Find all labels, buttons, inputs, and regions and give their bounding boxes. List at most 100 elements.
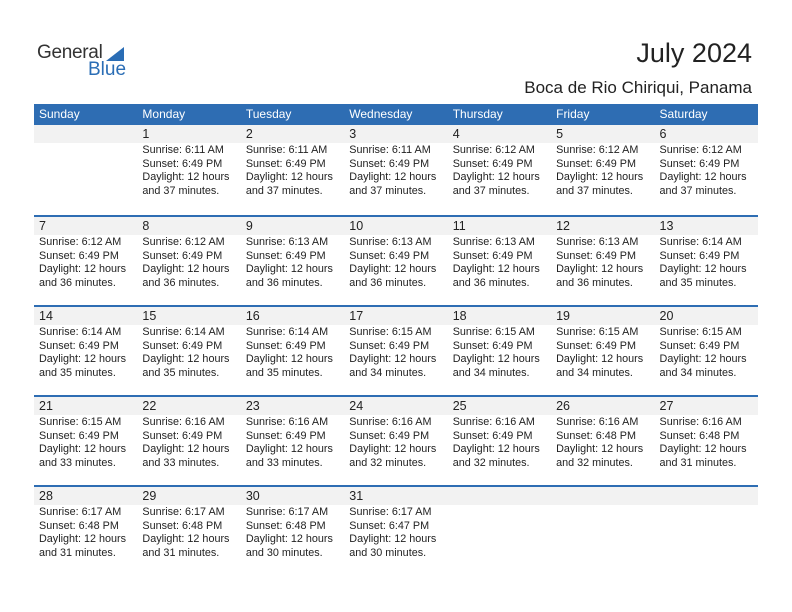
sunset-text: Sunset: 6:49 PM (142, 339, 223, 352)
day-cell: 17 Sunrise: 6:15 AM Sunset: 6:49 PM Dayligh… (344, 307, 447, 380)
sunset-text: Sunset: 6:49 PM (142, 157, 223, 170)
daylight-text: Daylight: 12 hours (556, 263, 644, 275)
daylight-text: Daylight: 12 hours (142, 263, 230, 275)
sunset-text: Sunset: 6:49 PM (556, 339, 636, 352)
logo: General Blue (37, 42, 132, 82)
sunset-text: Sunset: 6:49 PM (452, 339, 533, 352)
daylight-text: Daylight: 12 hours (39, 443, 127, 455)
sunrise-text: Sunrise: 6:12 AM (659, 144, 742, 156)
sunrise-text: Sunrise: 6:11 AM (349, 144, 431, 156)
day-number: 22 (142, 399, 157, 413)
day-number: 30 (245, 489, 260, 503)
sunset-text: Sunset: 6:49 PM (245, 249, 326, 262)
daylight-text: Daylight: 12 hours (142, 533, 230, 545)
daylight-text: Daylight: 12 hours (556, 353, 644, 365)
sunset-text: Sunset: 6:49 PM (659, 249, 740, 262)
daylight-text: and 32 minutes. (556, 456, 633, 469)
sunset-text: Sunset: 6:49 PM (39, 429, 119, 442)
day-number: 11 (452, 219, 466, 233)
day-cell: 27 Sunrise: 6:16 AM Sunset: 6:48 PM Dayligh… (655, 397, 758, 470)
daylight-text: Daylight: 12 hours (142, 171, 230, 183)
day-number: 29 (142, 489, 157, 503)
day-cell: 9 Sunrise: 6:13 AM Sunset: 6:49 PM Daylight… (241, 217, 344, 290)
sunrise-text: Sunrise: 6:11 AM (142, 144, 224, 156)
sunset-text: Sunset: 6:49 PM (452, 429, 533, 442)
daylight-text: and 37 minutes. (556, 184, 633, 197)
sunset-text: Sunset: 6:49 PM (39, 339, 119, 352)
daylight-text: and 30 minutes. (349, 546, 427, 559)
day-number: 12 (556, 219, 571, 233)
sunset-text: Sunset: 6:49 PM (142, 429, 223, 442)
day-number: 8 (142, 219, 150, 233)
week-row: 28 Sunrise: 6:17 AM Sunset: 6:48 PM Dayligh… (34, 485, 758, 575)
daylight-text: and 37 minutes. (245, 184, 323, 197)
sunset-text: Sunset: 6:49 PM (349, 429, 430, 442)
sunrise-text: Sunrise: 6:16 AM (556, 416, 639, 428)
weekday-tuesday: Tuesday (245, 107, 292, 121)
day-number: 6 (659, 127, 667, 141)
date-band (34, 487, 758, 505)
daylight-text: Daylight: 12 hours (245, 171, 333, 183)
day-number: 17 (349, 309, 364, 323)
daylight-text: and 36 minutes. (142, 276, 220, 289)
sunrise-text: Sunrise: 6:16 AM (452, 416, 535, 428)
day-cell: 7 Sunrise: 6:12 AM Sunset: 6:49 PM Daylight… (34, 217, 137, 290)
sunset-text: Sunset: 6:49 PM (245, 429, 326, 442)
daylight-text: and 34 minutes. (349, 366, 427, 379)
daylight-text: Daylight: 12 hours (659, 263, 747, 275)
daylight-text: and 35 minutes. (39, 366, 116, 379)
empty-day-cell (448, 487, 551, 560)
date-band (34, 397, 758, 415)
sunrise-text: Sunrise: 6:17 AM (39, 506, 122, 518)
day-cell: 20 Sunrise: 6:15 AM Sunset: 6:49 PM Dayligh… (655, 307, 758, 380)
sunrise-text: Sunrise: 6:12 AM (142, 236, 225, 248)
daylight-text: Daylight: 12 hours (245, 443, 333, 455)
day-cell: 4 Sunrise: 6:12 AM Sunset: 6:49 PM Daylight… (448, 125, 551, 198)
date-band (34, 307, 758, 325)
day-number: 4 (452, 127, 460, 141)
sunrise-text: Sunrise: 6:15 AM (659, 326, 742, 338)
day-number: 23 (245, 399, 260, 413)
day-cell: 1 Sunrise: 6:11 AM Sunset: 6:49 PM Daylight… (137, 125, 240, 198)
weekday-monday: Monday (142, 107, 186, 121)
daylight-text: and 37 minutes. (452, 184, 530, 197)
day-cell: 21 Sunrise: 6:15 AM Sunset: 6:49 PM Dayligh… (34, 397, 137, 470)
daylight-text: Daylight: 12 hours (349, 353, 437, 365)
logo-general-text: General (37, 42, 103, 63)
daylight-text: Daylight: 12 hours (556, 171, 644, 183)
week-row: 7 Sunrise: 6:12 AM Sunset: 6:49 PM Daylight… (34, 215, 758, 305)
day-cell: 19 Sunrise: 6:15 AM Sunset: 6:49 PM Dayligh… (551, 307, 654, 380)
daylight-text: Daylight: 12 hours (556, 443, 644, 455)
sunset-text: Sunset: 6:49 PM (349, 157, 430, 170)
day-cell: 14 Sunrise: 6:14 AM Sunset: 6:49 PM Dayligh… (34, 307, 137, 380)
daylight-text: Daylight: 12 hours (39, 263, 127, 275)
day-number: 14 (39, 309, 53, 323)
daylight-text: and 33 minutes. (142, 456, 220, 469)
sunrise-text: Sunrise: 6:13 AM (452, 236, 535, 248)
daylight-text: and 36 minutes. (556, 276, 633, 289)
sunrise-text: Sunrise: 6:12 AM (452, 144, 535, 156)
daylight-text: Daylight: 12 hours (245, 533, 333, 545)
page-title: July 2024 (636, 38, 752, 68)
day-number: 5 (556, 127, 564, 141)
sunrise-text: Sunrise: 6:12 AM (39, 236, 122, 248)
logo-blue-text: Blue (88, 59, 127, 80)
daylight-text: Daylight: 12 hours (245, 353, 333, 365)
sunset-text: Sunset: 6:47 PM (349, 519, 430, 532)
daylight-text: and 34 minutes. (659, 366, 737, 379)
week-row: 14 Sunrise: 6:14 AM Sunset: 6:49 PM Dayligh… (34, 305, 758, 395)
day-cell: 30 Sunrise: 6:17 AM Sunset: 6:48 PM Dayligh… (241, 487, 344, 560)
sunrise-text: Sunrise: 6:14 AM (142, 326, 225, 338)
sunrise-text: Sunrise: 6:16 AM (659, 416, 742, 428)
day-cell: 5 Sunrise: 6:12 AM Sunset: 6:49 PM Daylight… (551, 125, 654, 198)
daylight-text: and 33 minutes. (245, 456, 323, 469)
daylight-text: Daylight: 12 hours (349, 443, 437, 455)
day-cell: 22 Sunrise: 6:16 AM Sunset: 6:49 PM Dayligh… (137, 397, 240, 470)
daylight-text: and 35 minutes. (659, 276, 737, 289)
day-number: 24 (349, 399, 364, 413)
daylight-text: Daylight: 12 hours (142, 443, 230, 455)
sunset-text: Sunset: 6:49 PM (556, 157, 636, 170)
weekday-header: Sunday Monday Tuesday Wednesday Thursday Frid… (34, 104, 758, 125)
sunset-text: Sunset: 6:49 PM (659, 157, 740, 170)
sunrise-text: Sunrise: 6:17 AM (349, 506, 432, 518)
